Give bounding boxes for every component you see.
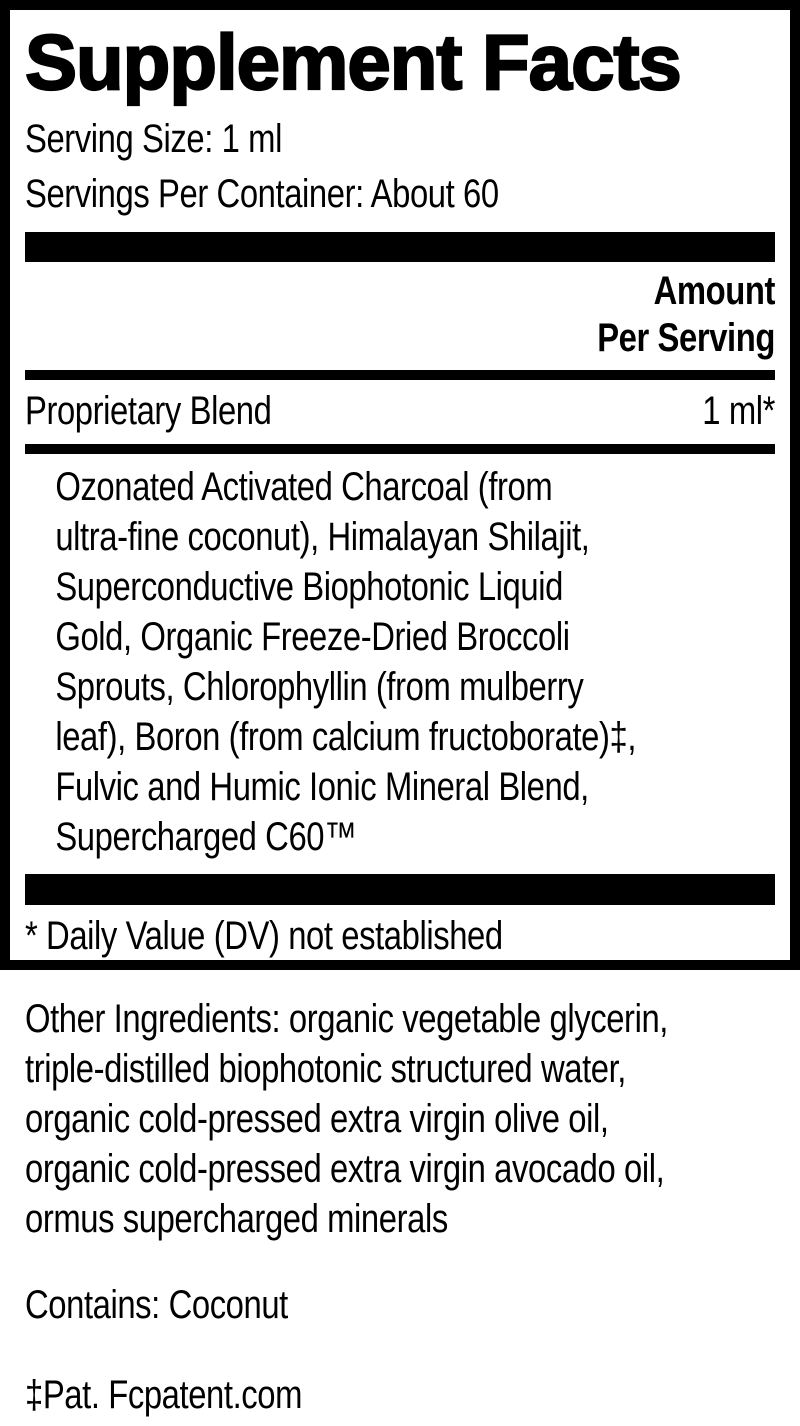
patent-notice-text: ‡Pat. Fcpatent.com (25, 1373, 303, 1417)
contains-allergen-text: Contains: Coconut (25, 1283, 288, 1327)
blend-ingredients-text: Ozonated Activated Charcoal (from ultra-… (55, 465, 637, 859)
serving-size: Serving Size: 1 ml (25, 117, 282, 161)
serving-info: Serving Size: 1 ml Servings Per Containe… (25, 112, 775, 222)
amount-per-serving-header: Amount Per Serving (597, 269, 775, 360)
daily-value-footnote: * Daily Value (DV) not established (25, 914, 503, 958)
proprietary-blend-row: Proprietary Blend 1 ml* (25, 380, 775, 444)
servings-per-container: Servings Per Container: About 60 (25, 172, 499, 216)
label-footer-section: Other Ingredients: organic vegetable gly… (0, 994, 800, 1420)
divider-thick-bottom (25, 874, 775, 905)
divider-medium (25, 370, 775, 380)
blend-amount: 1 ml* (702, 389, 775, 433)
divider-thin (25, 444, 775, 454)
other-ingredients-text: Other Ingredients: organic vegetable gly… (25, 997, 668, 1241)
blend-name: Proprietary Blend (25, 389, 272, 433)
panel-title: Supplement Facts (24, 18, 683, 106)
divider-thick-top (25, 232, 775, 262)
supplement-facts-panel: Supplement Facts Serving Size: 1 ml Serv… (0, 0, 800, 970)
